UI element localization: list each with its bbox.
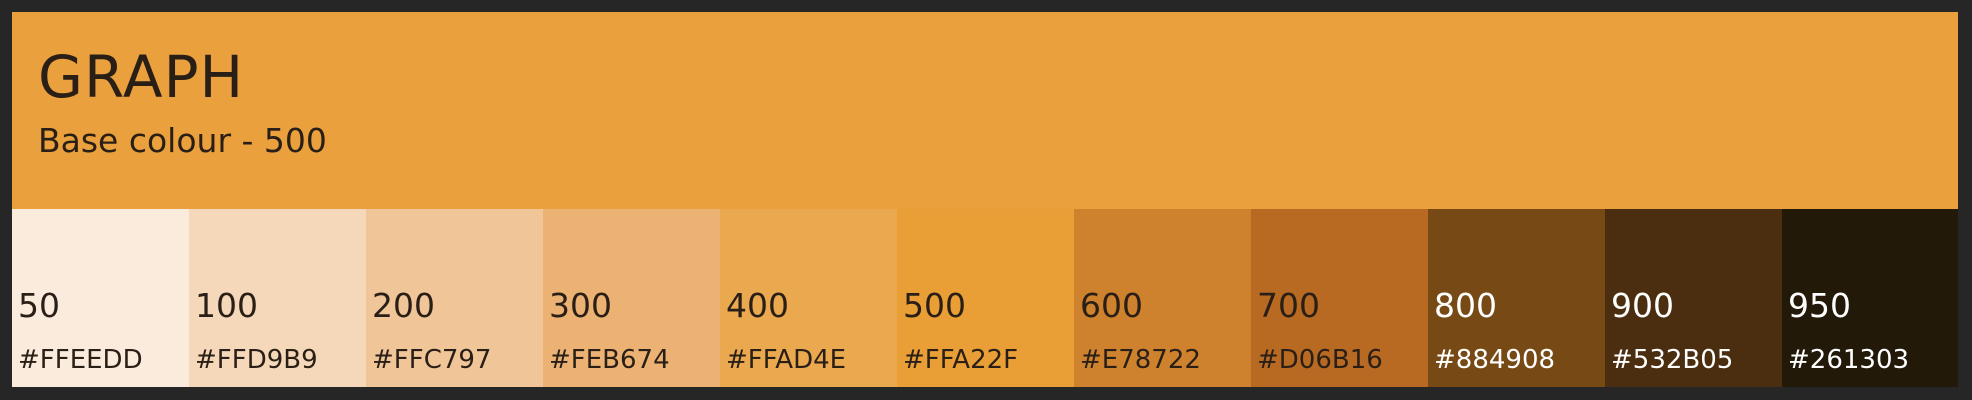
swatch-shade-label: 950: [1788, 286, 1851, 325]
swatch-hex-label: #261303: [1788, 345, 1910, 375]
palette-header: GRAPH Base colour - 500: [12, 12, 1958, 209]
swatch-800: 800 #884908: [1428, 209, 1605, 387]
swatch-hex-label: #FFC797: [372, 345, 492, 375]
swatch-shade-label: 100: [195, 286, 258, 325]
swatch-hex-label: #FFAD4E: [726, 345, 847, 375]
swatch-shade-label: 50: [18, 286, 60, 325]
swatch-500: 500 #FFA22F: [897, 209, 1074, 387]
swatch-hex-label: #E78722: [1080, 345, 1201, 375]
swatch-100: 100 #FFD9B9: [189, 209, 366, 387]
swatch-hex-label: #FEB674: [549, 345, 670, 375]
swatch-700: 700 #D06B16: [1251, 209, 1428, 387]
swatch-hex-label: #D06B16: [1257, 345, 1383, 375]
swatch-hex-label: #532B05: [1611, 345, 1734, 375]
swatch-shade-label: 600: [1080, 286, 1143, 325]
swatch-900: 900 #532B05: [1605, 209, 1782, 387]
swatch-400: 400 #FFAD4E: [720, 209, 897, 387]
palette-subtitle: Base colour - 500: [38, 121, 327, 160]
swatch-shade-label: 400: [726, 286, 789, 325]
swatch-shade-label: 300: [549, 286, 612, 325]
swatch-50: 50 #FFEEDD: [12, 209, 189, 387]
palette-title: GRAPH: [38, 43, 245, 111]
swatch-300: 300 #FEB674: [543, 209, 720, 387]
swatch-row: 50 #FFEEDD 100 #FFD9B9 200 #FFC797 300 #FEB674 4…: [12, 209, 1958, 387]
swatch-hex-label: #FFD9B9: [195, 345, 318, 375]
palette-card: GRAPH Base colour - 500 50 #FFEEDD 100 #FFD…: [12, 12, 1958, 387]
swatch-hex-label: #FFEEDD: [18, 345, 143, 375]
swatch-shade-label: 800: [1434, 286, 1497, 325]
swatch-200: 200 #FFC797: [366, 209, 543, 387]
swatch-shade-label: 700: [1257, 286, 1320, 325]
swatch-600: 600 #E78722: [1074, 209, 1251, 387]
swatch-hex-label: #FFA22F: [903, 345, 1019, 375]
swatch-shade-label: 200: [372, 286, 435, 325]
swatch-hex-label: #884908: [1434, 345, 1556, 375]
swatch-950: 950 #261303: [1782, 209, 1958, 387]
swatch-shade-label: 500: [903, 286, 966, 325]
swatch-shade-label: 900: [1611, 286, 1674, 325]
